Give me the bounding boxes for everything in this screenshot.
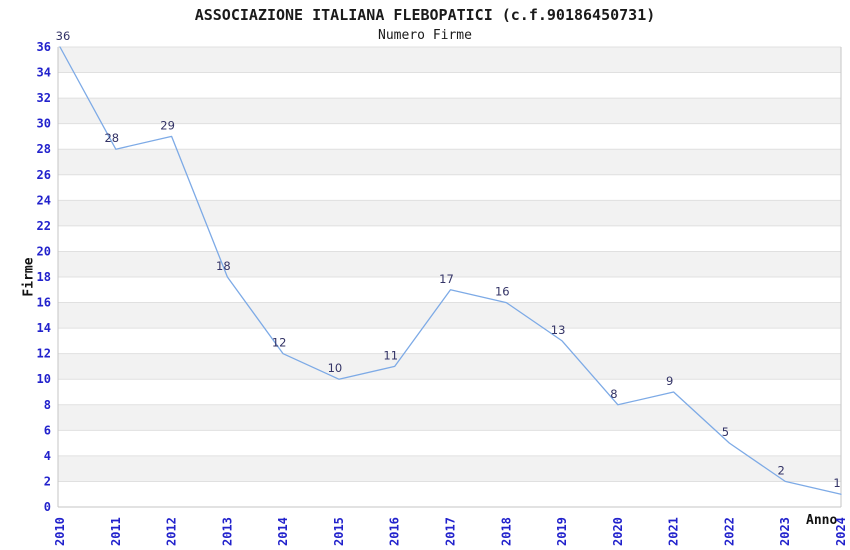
data-label: 11 — [383, 348, 398, 362]
x-tick-label: 2010 — [53, 517, 67, 546]
x-tick-label: 2013 — [220, 517, 234, 546]
y-tick-label: 28 — [37, 142, 51, 156]
background-band — [58, 455, 841, 482]
x-tick-label: 2012 — [165, 517, 179, 546]
x-tick-label: 2014 — [276, 517, 290, 546]
chart-subtitle: Numero Firme — [378, 28, 472, 43]
data-label: 18 — [216, 259, 231, 273]
y-tick-label: 2 — [44, 474, 51, 488]
x-tick-label: 2011 — [109, 517, 123, 546]
y-tick-label: 26 — [37, 168, 51, 182]
y-tick-label: 30 — [37, 117, 51, 131]
data-label: 8 — [610, 387, 617, 401]
y-tick-label: 20 — [37, 244, 51, 258]
data-label: 16 — [495, 285, 510, 299]
x-tick-label: 2023 — [778, 517, 792, 546]
background-band — [58, 251, 841, 277]
background-band — [58, 200, 841, 226]
x-tick-label: 2019 — [555, 517, 569, 546]
background-band — [58, 47, 841, 73]
background-band — [58, 149, 841, 175]
y-tick-label: 4 — [44, 449, 51, 463]
y-tick-label: 10 — [37, 372, 51, 386]
data-label: 10 — [328, 361, 343, 375]
x-tick-label: 2017 — [444, 517, 458, 546]
y-tick-label: 32 — [37, 91, 51, 105]
background-band — [58, 302, 841, 329]
background-band — [58, 353, 841, 380]
chart-title: ASSOCIAZIONE ITALIANA FLEBOPATICI (c.f.9… — [194, 6, 656, 24]
y-tick-label: 6 — [44, 423, 51, 437]
y-tick-label: 22 — [37, 219, 51, 233]
data-label: 5 — [722, 425, 729, 439]
data-label: 17 — [439, 272, 454, 286]
x-tick-label: 2016 — [388, 517, 402, 546]
data-label: 1 — [833, 476, 840, 490]
x-tick-label: 2020 — [611, 517, 625, 546]
x-axis-label: Anno — [806, 513, 838, 528]
x-tick-label: 2021 — [667, 517, 681, 546]
y-tick-label: 36 — [37, 40, 51, 54]
data-label: 36 — [56, 29, 71, 43]
data-label: 9 — [666, 374, 673, 388]
x-tick-label: 2024 — [834, 517, 848, 546]
series-line — [59, 46, 842, 495]
background-band — [58, 98, 841, 124]
y-tick-label: 18 — [37, 270, 51, 284]
data-label: 28 — [104, 131, 119, 145]
data-label: 13 — [551, 323, 566, 337]
data-label: 2 — [778, 463, 785, 477]
y-tick-label: 12 — [37, 347, 51, 361]
y-tick-label: 14 — [37, 321, 51, 335]
x-tick-label: 2018 — [499, 517, 513, 546]
x-tick-label: 2015 — [332, 517, 346, 546]
x-tick-label: 2022 — [722, 517, 736, 546]
y-tick-label: 24 — [37, 193, 51, 207]
data-label: 12 — [272, 336, 287, 350]
data-label: 29 — [160, 118, 175, 132]
y-tick-label: 0 — [44, 500, 51, 514]
y-tick-label: 8 — [44, 398, 51, 412]
y-tick-label: 34 — [37, 66, 51, 80]
y-tick-label: 16 — [37, 296, 51, 310]
